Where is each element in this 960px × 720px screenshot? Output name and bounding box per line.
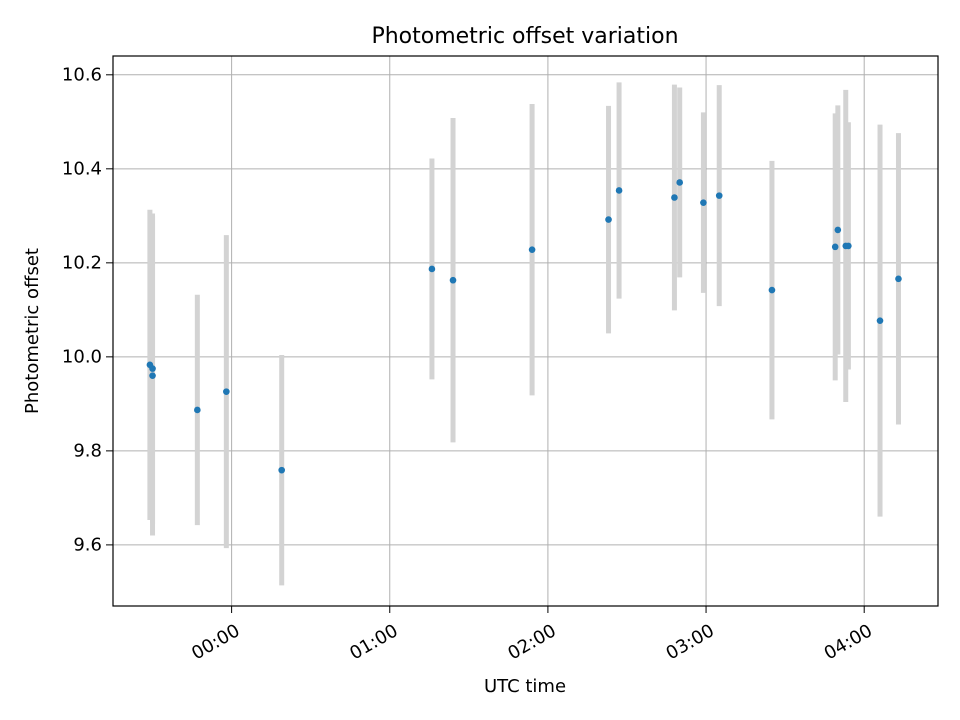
data-point: [671, 194, 678, 201]
data-point: [895, 275, 902, 283]
plot-area-frame: [112, 55, 939, 607]
data-point: [149, 365, 156, 372]
data-point: [449, 276, 457, 284]
data-point: [876, 317, 884, 324]
data-point: [278, 466, 285, 474]
y-axis-label: Photometric offset: [22, 248, 43, 414]
data-point: [528, 246, 536, 253]
data-point: [676, 179, 683, 186]
grid-lines: [113, 56, 938, 606]
data-point: [615, 187, 623, 194]
data-point: [768, 286, 776, 294]
data-point: [700, 199, 707, 206]
y-axis-ticks: 9.6 9.8 10.0 10.2 10.4 10.6: [62, 64, 113, 555]
data-point: [428, 265, 436, 273]
data-point: [831, 243, 839, 251]
data-point: [605, 216, 612, 223]
data-points: [146, 179, 902, 474]
data-point: [845, 242, 852, 250]
y-tick-label: 9.6: [73, 534, 102, 555]
y-tick-label: 10.4: [62, 158, 102, 179]
data-point: [834, 226, 842, 234]
data-point: [149, 372, 156, 379]
data-point: [194, 406, 201, 414]
chart-title: Photometric offset variation: [371, 24, 678, 49]
data-point: [715, 192, 723, 199]
y-tick-label: 10.0: [62, 346, 102, 367]
y-tick-label: 10.6: [62, 64, 102, 85]
y-tick-label: 10.2: [62, 252, 102, 273]
x-axis-label: UTC time: [484, 676, 566, 697]
y-tick-label: 9.8: [73, 440, 102, 461]
data-point: [223, 388, 230, 395]
